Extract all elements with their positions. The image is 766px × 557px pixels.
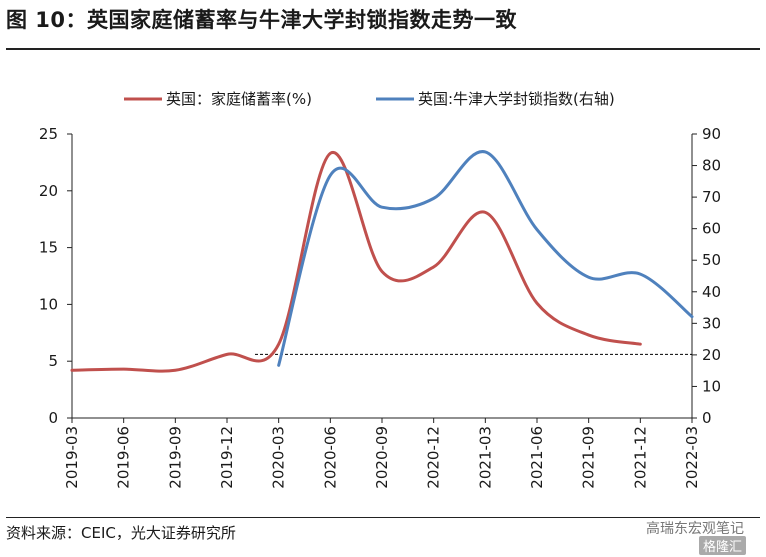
left-axis-tick-label: 10	[39, 295, 58, 313]
x-axis-tick-label: 2021-06	[528, 426, 546, 489]
series-line-1	[70, 151, 642, 373]
x-axis-tick-label: 2019-12	[218, 426, 236, 489]
x-axis-tick-label: 2020-09	[373, 426, 391, 489]
right-axis-tick-label: 70	[702, 188, 721, 206]
left-axis-tick-label: 0	[48, 409, 58, 427]
x-axis-tick-label: 2021-12	[631, 426, 649, 489]
right-axis-tick-label: 40	[702, 283, 721, 301]
right-axis-tick-label: 80	[702, 157, 721, 175]
x-axis-tick-label: 2021-03	[476, 426, 494, 489]
right-axis-tick-label: 10	[702, 377, 721, 395]
left-axis-tick-label: 5	[48, 352, 58, 370]
legend-label-1: 英国：家庭储蓄率(%)	[166, 90, 312, 108]
x-axis-tick-label: 2019-09	[166, 426, 184, 489]
x-axis-tick-label: 2020-03	[270, 426, 288, 489]
left-axis-tick-label: 15	[39, 239, 58, 257]
plot-area	[70, 150, 694, 373]
x-axis-tick-label: 2019-03	[63, 426, 81, 489]
x-axis-tick-label: 2020-06	[321, 426, 339, 489]
source-note: 资料来源：CEIC，光大证券研究所	[6, 524, 236, 542]
chart-title: 图 10：英国家庭储蓄率与牛津大学封锁指数走势一致	[6, 8, 518, 32]
right-axis-tick-label: 60	[702, 220, 721, 238]
watermark-badge: 格隆汇	[698, 536, 746, 555]
right-axis-tick-label: 0	[702, 409, 712, 427]
x-axis-tick-label: 2021-09	[580, 426, 598, 489]
title-divider	[6, 48, 760, 50]
right-axis-tick-label: 20	[702, 346, 721, 364]
legend-label-2: 英国:牛津大学封锁指数(右轴)	[418, 90, 615, 108]
left-axis-tick-label: 25	[39, 125, 58, 143]
right-axis-tick-label: 50	[702, 251, 721, 269]
x-axis-tick-label: 2019-06	[115, 426, 133, 489]
right-axis-tick-label: 90	[702, 125, 721, 143]
watermark-text: 高瑞东宏观笔记	[646, 521, 744, 537]
right-axis-tick-label: 30	[702, 314, 721, 332]
series-line-2	[277, 150, 694, 367]
x-axis-tick-label: 2022-03	[683, 426, 701, 489]
x-axis-tick-label: 2020-12	[425, 426, 443, 489]
footer-divider	[6, 517, 760, 518]
legend: 英国：家庭储蓄率(%) 英国:牛津大学封锁指数(右轴)	[124, 90, 615, 108]
axes: 0 5 10 15 20 25 0 10 20 30 40 50 60 70 80 90 2019-03 2019…	[39, 125, 721, 489]
left-axis-tick-label: 20	[39, 182, 58, 200]
